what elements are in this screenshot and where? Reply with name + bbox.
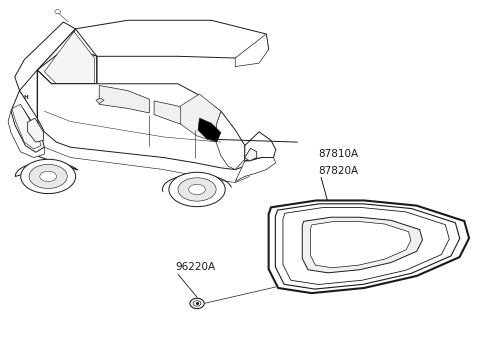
Ellipse shape: [40, 171, 57, 182]
Polygon shape: [198, 118, 221, 142]
Ellipse shape: [21, 159, 75, 194]
Polygon shape: [154, 101, 195, 128]
Polygon shape: [180, 94, 221, 142]
Polygon shape: [235, 34, 269, 66]
Polygon shape: [276, 204, 460, 289]
Polygon shape: [311, 221, 411, 268]
Polygon shape: [68, 20, 269, 58]
Polygon shape: [283, 208, 449, 284]
Polygon shape: [37, 46, 97, 84]
Polygon shape: [245, 132, 276, 161]
Text: 96220A: 96220A: [176, 262, 216, 272]
Ellipse shape: [169, 172, 225, 207]
Ellipse shape: [189, 184, 205, 194]
Polygon shape: [11, 91, 44, 152]
Polygon shape: [235, 157, 276, 182]
Text: 87810A: 87810A: [319, 149, 359, 159]
Polygon shape: [12, 104, 41, 149]
Circle shape: [193, 301, 201, 306]
Polygon shape: [37, 70, 250, 170]
Polygon shape: [44, 31, 95, 84]
Polygon shape: [269, 200, 469, 293]
Polygon shape: [99, 85, 149, 113]
Text: 87820A: 87820A: [319, 166, 359, 176]
Polygon shape: [28, 118, 43, 142]
Ellipse shape: [178, 178, 216, 201]
Ellipse shape: [29, 164, 67, 189]
Polygon shape: [216, 111, 245, 170]
Polygon shape: [8, 111, 44, 157]
Text: H: H: [24, 95, 28, 100]
Polygon shape: [96, 98, 104, 104]
Polygon shape: [245, 148, 257, 161]
Circle shape: [190, 298, 204, 309]
Circle shape: [55, 10, 60, 14]
Polygon shape: [302, 217, 422, 273]
Polygon shape: [15, 22, 75, 91]
